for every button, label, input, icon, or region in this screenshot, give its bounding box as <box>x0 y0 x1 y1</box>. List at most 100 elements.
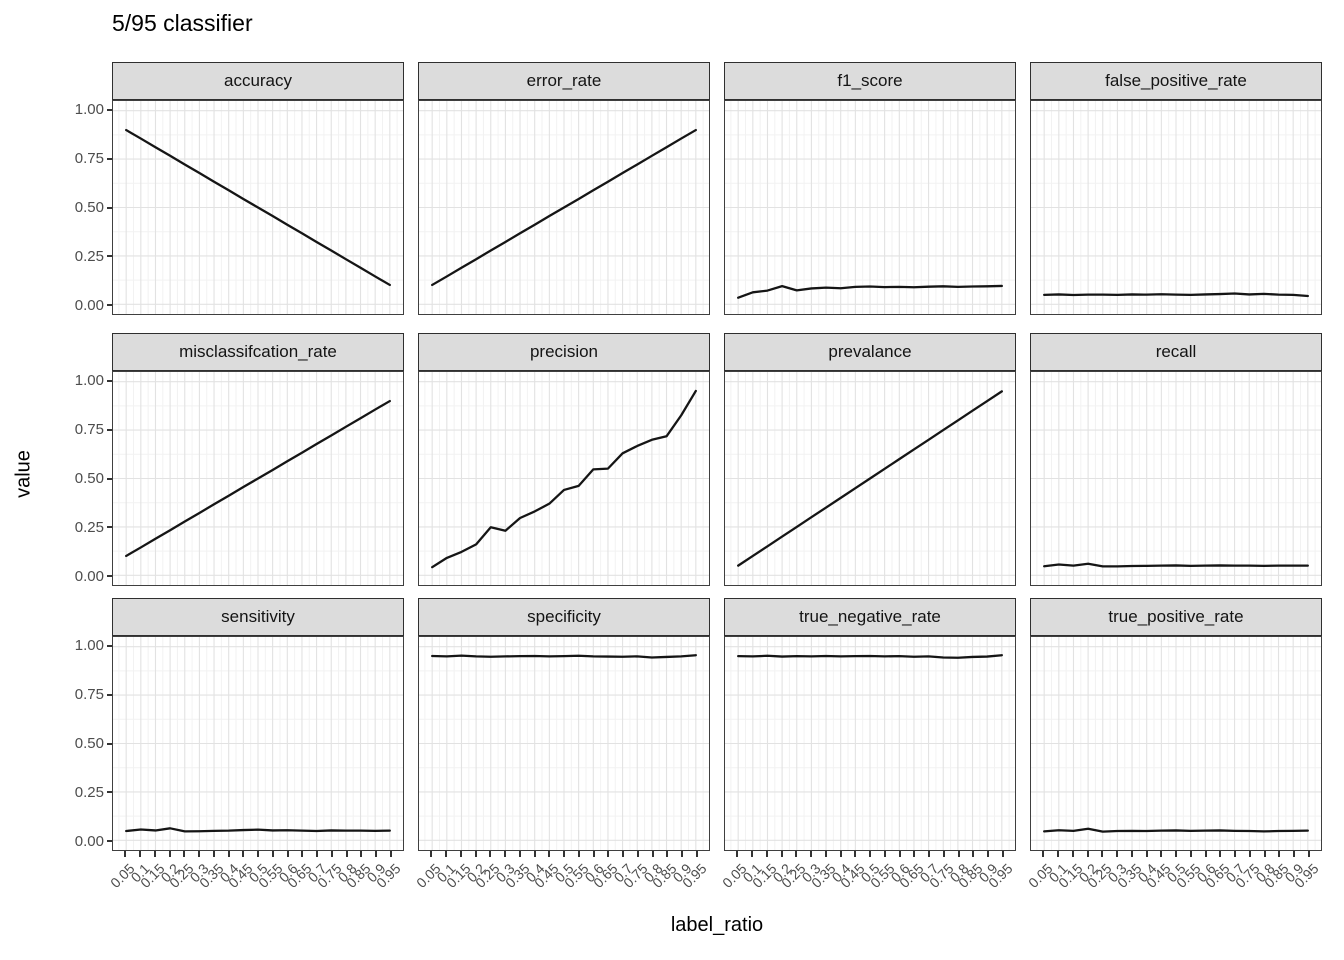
facet-plot <box>725 372 1015 585</box>
x-tick-mark <box>518 851 521 857</box>
facet-strip: prevalance <box>724 333 1016 371</box>
facet-strip: sensitivity <box>112 598 404 636</box>
x-tick-mark <box>1160 851 1163 857</box>
facet-strip-label: f1_score <box>837 71 903 90</box>
facet-strip: precision <box>418 333 710 371</box>
x-tick-mark <box>459 851 462 857</box>
x-tick-mark <box>765 851 768 857</box>
y-tick-mark <box>107 206 112 209</box>
y-tick-label: 0.25 <box>74 783 104 801</box>
facet-plot <box>113 372 403 585</box>
facet-strip-label: misclassifcation_rate <box>179 342 337 361</box>
y-tick-label: 0.50 <box>74 199 104 216</box>
x-tick-mark <box>1001 851 1004 857</box>
y-tick-label: 1.00 <box>74 637 104 655</box>
facet-strip: true_negative_rate <box>724 598 1016 636</box>
x-tick-mark <box>869 851 871 857</box>
y-tick-mark <box>107 304 112 307</box>
x-tick-mark <box>1086 851 1089 857</box>
facet-panel <box>1030 636 1322 851</box>
x-tick-mark <box>972 851 975 857</box>
y-tick-mark <box>107 644 112 647</box>
y-tick-mark <box>107 791 112 794</box>
facet-strip-label: sensitivity <box>221 607 295 626</box>
x-tick-mark <box>577 851 580 857</box>
facet-strip-label: accuracy <box>223 71 293 90</box>
x-tick-mark <box>563 851 565 857</box>
y-tick-mark <box>107 157 112 160</box>
x-tick-mark <box>168 851 171 857</box>
x-tick-mark <box>533 851 536 857</box>
x-tick-mark <box>1204 851 1207 857</box>
x-tick-mark <box>824 851 827 857</box>
facet-plot <box>419 637 709 850</box>
facet-strip-label: precision <box>529 342 599 361</box>
x-tick-mark <box>271 851 274 857</box>
facet-strip: error_rate <box>418 62 710 100</box>
facet-plot <box>725 101 1015 314</box>
x-tick-mark <box>1057 851 1059 857</box>
x-tick-mark <box>430 851 433 857</box>
x-tick-mark <box>504 851 506 857</box>
facet-strip-label: recall <box>1155 342 1197 361</box>
x-tick-mark <box>360 851 363 857</box>
y-tick-mark <box>107 693 112 696</box>
x-tick-mark <box>1234 851 1236 857</box>
facet-strip: specificity <box>418 598 710 636</box>
y-tick-mark <box>107 742 112 745</box>
x-tick-mark <box>622 851 624 857</box>
series-line <box>125 128 391 287</box>
facet-panel <box>418 636 710 851</box>
series-line <box>737 284 1003 299</box>
facet-strip-label: error_rate <box>526 71 602 90</box>
y-tick-mark <box>107 575 112 578</box>
x-tick-mark <box>1189 851 1192 857</box>
y-tick-label: 0.75 <box>74 150 104 168</box>
x-tick-mark <box>607 851 610 857</box>
x-tick-mark <box>666 851 669 857</box>
x-tick-mark <box>913 851 916 857</box>
x-tick-mark <box>375 851 377 857</box>
facet-strip: false_positive_rate <box>1030 62 1322 100</box>
x-tick-mark <box>736 851 739 857</box>
x-tick-mark <box>681 851 683 857</box>
series-line <box>125 827 391 833</box>
x-tick-mark <box>898 851 901 857</box>
y-tick-label: 0.00 <box>74 832 104 850</box>
y-tick-mark <box>107 108 112 111</box>
facet-strip: true_positive_rate <box>1030 598 1322 636</box>
facet-strip: recall <box>1030 333 1322 371</box>
y-tick-label: 1.00 <box>74 101 104 119</box>
x-tick-mark <box>1042 851 1045 857</box>
x-tick-mark <box>474 851 477 857</box>
x-tick-mark <box>330 851 333 857</box>
y-tick-label: 0.75 <box>74 421 104 439</box>
x-tick-mark <box>957 851 960 857</box>
x-tick-mark <box>489 851 492 857</box>
series-line <box>1043 562 1309 568</box>
x-tick-mark <box>636 851 639 857</box>
facet-panel <box>1030 371 1322 586</box>
y-tick-label: 0.00 <box>74 296 104 314</box>
x-tick-mark <box>345 851 348 857</box>
x-axis-title: label_ratio <box>670 914 764 936</box>
facet-plot <box>113 101 403 314</box>
x-tick-mark <box>1130 851 1133 857</box>
x-tick-mark <box>883 851 886 857</box>
facet-panel <box>1030 100 1322 315</box>
facet-strip-label: false_positive_rate <box>1105 71 1247 90</box>
x-tick-mark <box>316 851 318 857</box>
x-tick-mark <box>1219 851 1222 857</box>
facet-strip: accuracy <box>112 62 404 100</box>
facet-panel <box>112 371 404 586</box>
series-line <box>1043 292 1309 298</box>
x-tick-mark <box>445 851 447 857</box>
x-tick-mark <box>1307 851 1310 857</box>
y-axis-title: value <box>12 450 35 498</box>
x-tick-mark <box>695 851 698 857</box>
y-tick-mark <box>107 379 112 382</box>
x-tick-mark <box>301 851 304 857</box>
y-tick-label: 0.25 <box>74 518 104 536</box>
x-tick-mark <box>751 851 753 857</box>
facet-strip-label: specificity <box>527 607 601 626</box>
